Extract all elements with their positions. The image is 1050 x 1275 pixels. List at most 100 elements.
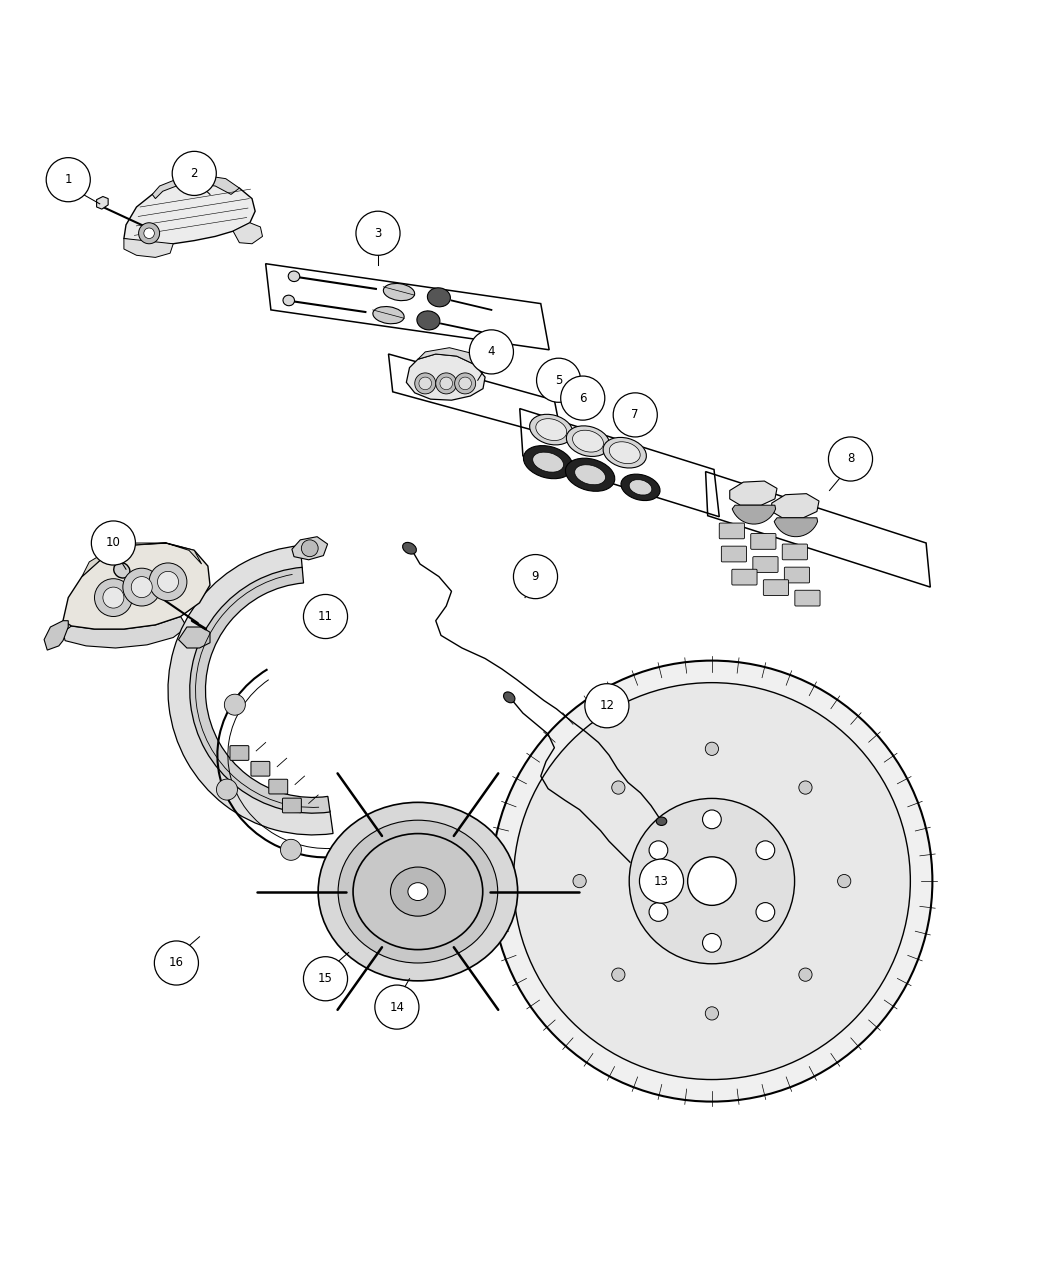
Circle shape [585,683,629,728]
Circle shape [280,839,301,861]
Ellipse shape [629,479,652,495]
Ellipse shape [491,660,932,1102]
Ellipse shape [838,875,851,887]
Ellipse shape [629,798,795,964]
Polygon shape [732,505,776,524]
Ellipse shape [756,840,775,859]
Ellipse shape [383,283,415,301]
Circle shape [154,941,198,986]
Ellipse shape [702,810,721,829]
Ellipse shape [649,903,668,922]
Text: 11: 11 [318,609,333,623]
Ellipse shape [532,453,564,472]
Polygon shape [63,617,187,648]
Circle shape [303,594,348,639]
Circle shape [436,372,457,394]
Circle shape [513,555,558,599]
Ellipse shape [536,418,567,441]
Circle shape [139,223,160,244]
Circle shape [469,330,513,374]
Ellipse shape [574,465,606,484]
Polygon shape [124,181,255,244]
Ellipse shape [799,780,812,794]
Circle shape [613,393,657,437]
Text: 1: 1 [64,173,72,186]
Ellipse shape [756,903,775,922]
Polygon shape [292,537,328,560]
FancyBboxPatch shape [784,567,810,583]
Ellipse shape [284,296,294,306]
Polygon shape [97,196,108,209]
FancyBboxPatch shape [282,798,301,813]
Ellipse shape [523,445,573,478]
Circle shape [561,376,605,421]
Polygon shape [82,543,202,576]
FancyBboxPatch shape [763,580,789,595]
FancyBboxPatch shape [230,746,249,760]
Ellipse shape [373,306,404,324]
Ellipse shape [621,474,660,501]
Text: 7: 7 [631,408,639,422]
Ellipse shape [688,857,736,905]
Circle shape [356,212,400,255]
Circle shape [375,986,419,1029]
Text: 10: 10 [106,537,121,550]
Ellipse shape [566,426,610,456]
Ellipse shape [391,867,445,917]
Polygon shape [730,481,777,505]
Polygon shape [124,238,173,258]
Ellipse shape [656,817,667,825]
Text: 8: 8 [846,453,855,465]
Ellipse shape [407,882,428,900]
FancyBboxPatch shape [269,779,288,794]
Circle shape [440,377,453,390]
Ellipse shape [427,288,450,307]
Ellipse shape [572,409,580,417]
Circle shape [94,579,132,617]
Text: 14: 14 [390,1001,404,1014]
Text: 9: 9 [531,570,540,583]
Text: 6: 6 [579,391,587,404]
Circle shape [46,158,90,201]
Polygon shape [774,518,818,537]
FancyBboxPatch shape [719,523,744,539]
FancyBboxPatch shape [795,590,820,606]
Circle shape [149,564,187,601]
FancyBboxPatch shape [251,761,270,776]
Circle shape [123,569,161,606]
Ellipse shape [612,968,625,982]
Ellipse shape [799,968,812,982]
Ellipse shape [612,780,625,794]
Circle shape [216,779,237,801]
Ellipse shape [572,430,604,453]
Polygon shape [178,627,210,648]
FancyBboxPatch shape [753,557,778,572]
Text: 4: 4 [487,346,496,358]
Circle shape [303,956,348,1001]
Circle shape [158,571,179,593]
Ellipse shape [609,441,640,464]
Ellipse shape [402,542,417,555]
Ellipse shape [702,933,721,952]
Circle shape [828,437,873,481]
Circle shape [225,694,246,715]
FancyBboxPatch shape [751,533,776,550]
Text: 5: 5 [554,374,563,386]
Polygon shape [406,354,485,400]
Ellipse shape [504,692,514,703]
Polygon shape [44,621,68,650]
Ellipse shape [513,682,910,1080]
Circle shape [172,152,216,195]
Polygon shape [63,543,210,629]
Circle shape [419,377,432,390]
Wedge shape [190,567,330,813]
Text: 3: 3 [374,227,382,240]
Circle shape [639,859,684,903]
Circle shape [103,586,124,608]
Circle shape [455,372,476,394]
Wedge shape [168,546,333,835]
Polygon shape [233,223,262,244]
Ellipse shape [113,562,130,578]
Ellipse shape [417,311,440,330]
Ellipse shape [706,1007,718,1020]
